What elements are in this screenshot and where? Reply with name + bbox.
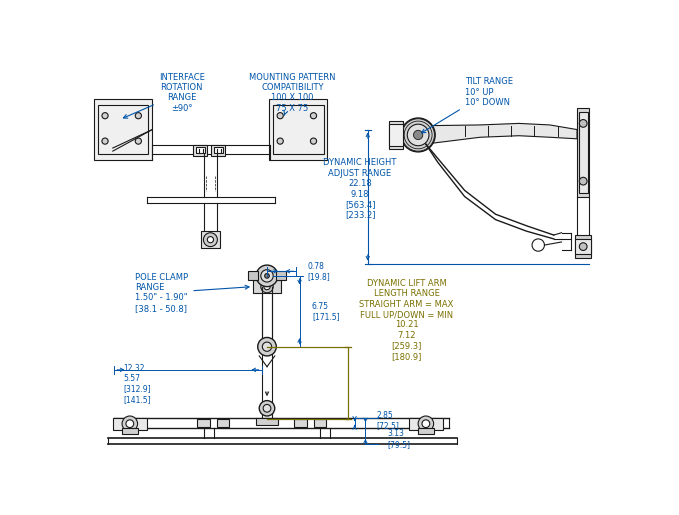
Circle shape bbox=[579, 119, 587, 127]
Circle shape bbox=[256, 265, 278, 287]
Bar bbox=[198, 419, 210, 427]
Circle shape bbox=[261, 281, 273, 293]
Bar bbox=[256, 418, 278, 425]
Bar bbox=[253, 281, 281, 293]
Circle shape bbox=[265, 273, 270, 278]
Circle shape bbox=[102, 113, 108, 119]
Bar bbox=[388, 124, 403, 146]
Circle shape bbox=[579, 243, 587, 250]
Text: 2.85
[72.5]: 2.85 [72.5] bbox=[376, 411, 399, 431]
Circle shape bbox=[310, 113, 316, 119]
Circle shape bbox=[261, 270, 273, 282]
Text: INTERFACE
ROTATION
RANGE
±90°: INTERFACE ROTATION RANGE ±90° bbox=[124, 73, 204, 118]
Circle shape bbox=[277, 113, 283, 119]
Bar bbox=[270, 99, 327, 160]
Circle shape bbox=[414, 130, 423, 140]
Circle shape bbox=[262, 342, 272, 351]
Text: TILT RANGE
10° UP
10° DOWN: TILT RANGE 10° UP 10° DOWN bbox=[422, 77, 513, 133]
Circle shape bbox=[422, 420, 430, 427]
Bar bbox=[575, 239, 591, 254]
Circle shape bbox=[135, 138, 141, 144]
Bar bbox=[314, 419, 326, 427]
Text: MOUNTING PATTERN
COMPATIBILITY
100 X 100
75 X 75: MOUNTING PATTERN COMPATIBILITY 100 X 100… bbox=[249, 73, 336, 115]
Bar bbox=[122, 428, 138, 435]
Circle shape bbox=[277, 138, 283, 144]
Bar bbox=[577, 108, 589, 197]
Bar bbox=[418, 428, 434, 435]
Polygon shape bbox=[424, 124, 577, 144]
Text: 12.32
5.57
[312.9]
[141.5]: 12.32 5.57 [312.9] [141.5] bbox=[124, 364, 151, 404]
Bar bbox=[194, 145, 207, 156]
Bar bbox=[113, 418, 147, 430]
Bar bbox=[211, 145, 225, 156]
Bar bbox=[213, 147, 223, 153]
Circle shape bbox=[579, 177, 587, 185]
Bar bbox=[388, 121, 403, 149]
Bar bbox=[273, 105, 324, 154]
Circle shape bbox=[258, 337, 276, 356]
Circle shape bbox=[204, 233, 217, 247]
Circle shape bbox=[532, 239, 545, 251]
Circle shape bbox=[263, 404, 271, 412]
Text: 6.75
[171.5]: 6.75 [171.5] bbox=[312, 302, 340, 321]
Circle shape bbox=[102, 138, 108, 144]
Circle shape bbox=[264, 284, 270, 290]
Bar bbox=[409, 418, 443, 430]
Bar bbox=[201, 231, 220, 248]
Circle shape bbox=[407, 124, 429, 146]
Bar bbox=[217, 419, 229, 427]
Bar bbox=[94, 99, 152, 160]
Circle shape bbox=[122, 416, 138, 432]
Circle shape bbox=[401, 118, 435, 152]
Text: DYNAMIC HEIGHT
ADJUST RANGE
22.18
9.18
[563.4]
[233.2]: DYNAMIC HEIGHT ADJUST RANGE 22.18 9.18 [… bbox=[323, 158, 397, 219]
Bar bbox=[294, 419, 306, 427]
Text: 0.78
[19.8]: 0.78 [19.8] bbox=[308, 262, 330, 281]
Circle shape bbox=[135, 113, 141, 119]
Circle shape bbox=[418, 416, 434, 432]
Text: POLE CLAMP
RANGE
1.50" - 1.90"
[38.1 - 50.8]: POLE CLAMP RANGE 1.50" - 1.90" [38.1 - 5… bbox=[135, 273, 249, 313]
Circle shape bbox=[259, 401, 275, 416]
Bar bbox=[575, 235, 591, 258]
Bar bbox=[579, 112, 588, 193]
Text: 3.13
[79.5]: 3.13 [79.5] bbox=[387, 430, 410, 449]
Circle shape bbox=[207, 236, 213, 243]
Text: DYNAMIC LIFT ARM
LENGTH RANGE
STRAIGHT ARM = MAX
FULL UP/DOWN = MIN
10.21
7.12
[: DYNAMIC LIFT ARM LENGTH RANGE STRAIGHT A… bbox=[359, 279, 454, 360]
Bar bbox=[98, 105, 149, 154]
Bar bbox=[276, 271, 286, 281]
Circle shape bbox=[310, 138, 316, 144]
Bar bbox=[249, 271, 258, 281]
Circle shape bbox=[126, 420, 134, 427]
Bar bbox=[196, 147, 205, 153]
